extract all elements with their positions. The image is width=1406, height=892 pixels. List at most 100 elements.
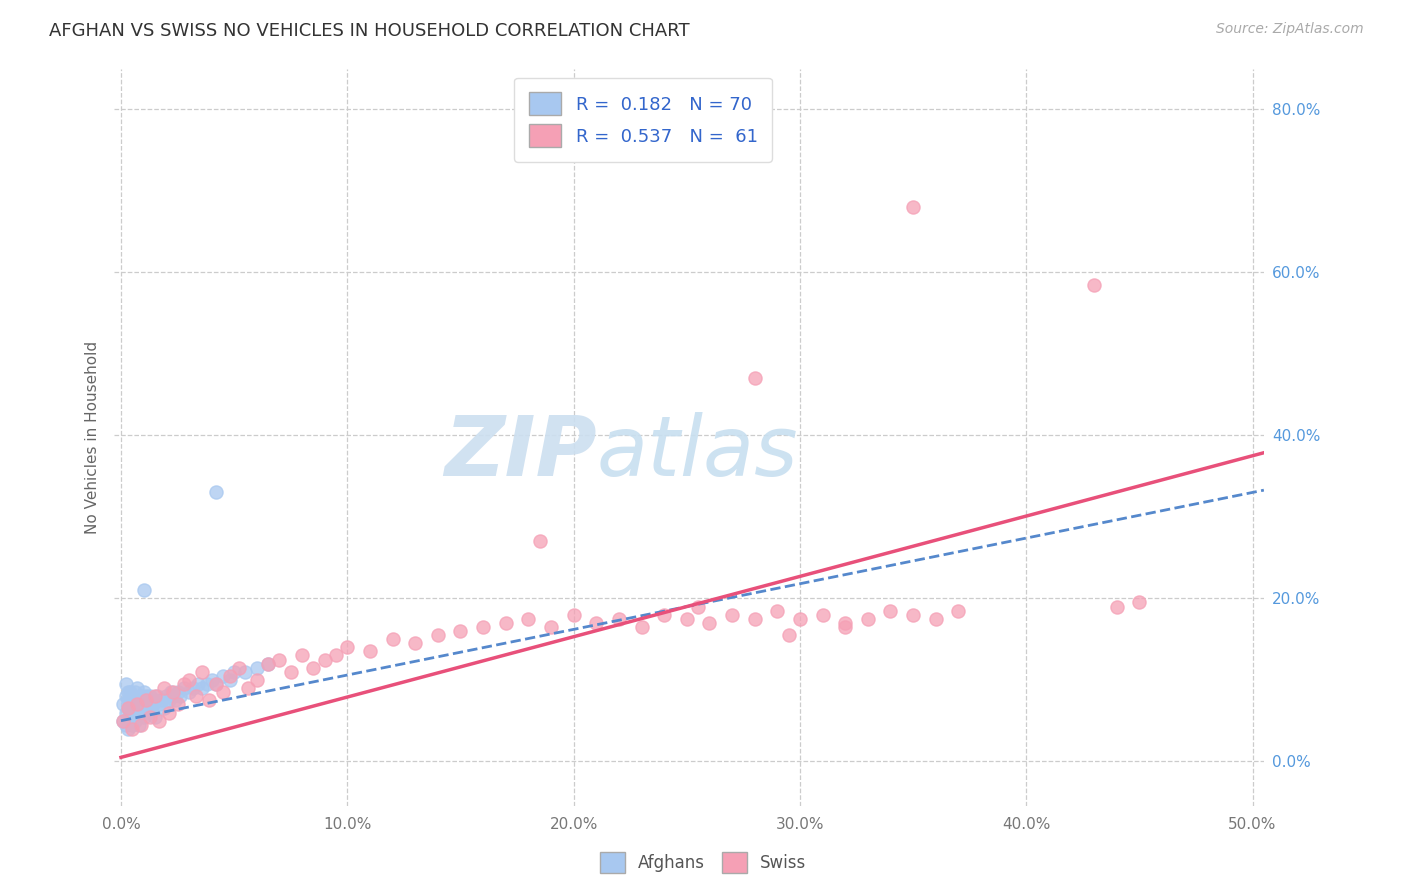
Point [236, 681, 259, 695]
Point [139, 709, 162, 723]
Point [404, 636, 426, 650]
Point [901, 200, 924, 214]
Point [135, 701, 157, 715]
Point [169, 690, 191, 704]
Point [136, 693, 159, 707]
Point [153, 681, 176, 695]
Point [143, 693, 166, 707]
Point [121, 722, 143, 736]
Point [143, 709, 166, 723]
Point [112, 698, 135, 712]
Point [540, 620, 562, 634]
Text: ZIP: ZIP [444, 412, 598, 492]
Point [146, 690, 169, 704]
Point [218, 673, 240, 687]
Point [128, 718, 150, 732]
Point [381, 632, 404, 647]
Point [228, 661, 250, 675]
Point [162, 690, 184, 704]
Point [834, 615, 856, 630]
Point [124, 698, 146, 712]
Point [314, 652, 336, 666]
Point [472, 620, 495, 634]
Point [269, 652, 291, 666]
Point [529, 534, 551, 549]
Point [246, 661, 269, 675]
Point [117, 685, 139, 699]
Point [630, 620, 652, 634]
Point [135, 690, 157, 704]
Point [879, 604, 901, 618]
Text: atlas: atlas [598, 412, 799, 492]
Point [699, 615, 721, 630]
Point [778, 628, 800, 642]
Point [143, 690, 166, 704]
Point [118, 698, 141, 712]
Point [744, 371, 766, 385]
Point [117, 693, 139, 707]
Point [449, 624, 471, 638]
Point [114, 690, 136, 704]
Point [121, 701, 143, 715]
Point [139, 690, 162, 704]
Point [325, 648, 347, 663]
Point [607, 612, 630, 626]
Point [173, 677, 195, 691]
Point [150, 693, 173, 707]
Point [675, 612, 697, 626]
Point [1105, 599, 1128, 614]
Point [131, 701, 153, 715]
Point [218, 669, 240, 683]
Text: Source: ZipAtlas.com: Source: ZipAtlas.com [1216, 22, 1364, 37]
Point [117, 701, 139, 715]
Point [114, 718, 136, 732]
Point [121, 690, 143, 704]
Point [155, 690, 177, 704]
Point [183, 681, 205, 695]
Point [235, 665, 257, 679]
Point [834, 620, 856, 634]
Point [585, 615, 607, 630]
Point [257, 657, 280, 671]
Point [118, 714, 141, 728]
Point [211, 669, 233, 683]
Point [125, 693, 148, 707]
Point [291, 648, 314, 663]
Point [124, 706, 146, 720]
Point [118, 706, 141, 720]
Point [721, 607, 744, 622]
Point [811, 607, 834, 622]
Point [131, 690, 153, 704]
Point [157, 693, 180, 707]
Point [744, 612, 766, 626]
Point [142, 698, 165, 712]
Point [125, 681, 148, 695]
Point [131, 718, 153, 732]
Point [766, 604, 789, 618]
Point [166, 698, 188, 712]
Point [948, 604, 970, 618]
Point [1128, 595, 1150, 609]
Point [336, 640, 359, 655]
Point [211, 685, 233, 699]
Point [200, 673, 222, 687]
Point [153, 701, 176, 715]
Point [125, 698, 148, 712]
Point [139, 701, 162, 715]
Point [205, 677, 228, 691]
Point [165, 693, 187, 707]
Point [426, 628, 449, 642]
Point [187, 677, 209, 691]
Point [118, 685, 141, 699]
Point [157, 706, 180, 720]
Text: AFGHAN VS SWISS NO VEHICLES IN HOUSEHOLD CORRELATION CHART: AFGHAN VS SWISS NO VEHICLES IN HOUSEHOLD… [49, 22, 690, 40]
Point [124, 714, 146, 728]
Point [117, 722, 139, 736]
Point [117, 714, 139, 728]
Point [856, 612, 879, 626]
Point [198, 693, 221, 707]
Point [166, 685, 188, 699]
Point [132, 685, 155, 699]
Point [280, 665, 302, 679]
Point [114, 706, 136, 720]
